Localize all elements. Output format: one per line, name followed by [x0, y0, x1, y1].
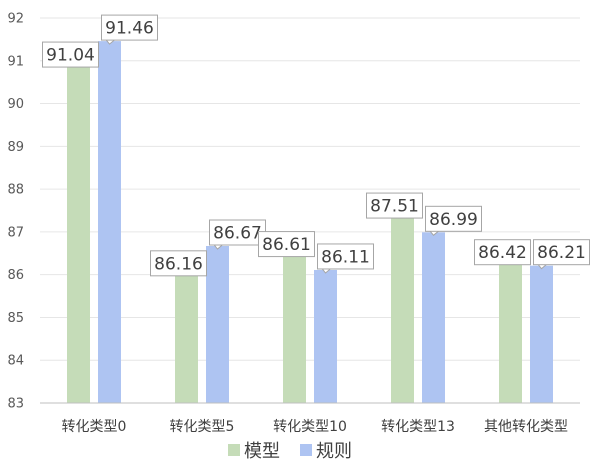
bar-model: [499, 256, 522, 403]
x-category-label: 转化类型10: [273, 419, 347, 435]
bars: [67, 41, 553, 404]
data-label: 86.21: [537, 243, 586, 263]
x-axis-categories: 转化类型0 转化类型5 转化类型10 转化类型13 其他转化类型: [62, 419, 568, 435]
y-tick-label: 90: [7, 97, 24, 112]
bar-rule: [314, 269, 337, 403]
x-category-label: 转化类型13: [381, 419, 455, 435]
y-tick-label: 89: [7, 140, 24, 155]
bar-model: [283, 248, 306, 403]
bar-rule: [206, 246, 229, 403]
data-label: 86.16: [154, 254, 203, 274]
legend-swatch-rule: [300, 444, 312, 456]
gridlines: [40, 17, 580, 361]
data-label-callout: 87.51: [366, 192, 423, 219]
y-tick-label: 83: [7, 397, 24, 412]
data-label: 86.61: [262, 235, 311, 255]
callout-box: [317, 243, 374, 270]
callout-box: [533, 239, 590, 266]
y-tick-label: 91: [7, 54, 24, 69]
callout-box: [101, 14, 158, 41]
data-label-callout: 91.04: [42, 41, 99, 68]
data-label-callout: 86.42: [474, 239, 531, 266]
y-tick-label: 87: [7, 225, 24, 240]
callout-box: [209, 219, 266, 246]
data-label: 91.04: [46, 46, 95, 66]
y-tick-label: 92: [7, 12, 24, 27]
data-label-callout: 86.99: [425, 205, 482, 237]
y-tick-label: 88: [7, 183, 24, 198]
y-tick-label: 85: [7, 311, 24, 326]
x-category-label: 转化类型0: [62, 419, 127, 435]
legend-swatch-model: [228, 444, 240, 456]
bar-model: [391, 210, 414, 403]
data-label: 86.42: [478, 243, 527, 263]
bar-rule: [98, 41, 121, 403]
y-tick-label: 86: [7, 268, 24, 283]
data-label: 86.11: [321, 247, 370, 267]
callout-box: [366, 192, 423, 219]
data-label-callout: 86.21: [533, 239, 590, 270]
data-label: 86.67: [213, 224, 262, 244]
data-label: 87.51: [370, 197, 419, 217]
data-label-callout: 86.11: [317, 243, 374, 274]
callout-box: [474, 239, 531, 266]
bar-model: [67, 59, 90, 404]
bar-rule: [422, 232, 445, 403]
y-tick-label: 84: [7, 354, 24, 369]
legend-label: 模型: [244, 441, 280, 462]
data-label-callout: 91.46: [101, 14, 158, 45]
bar-model: [175, 267, 198, 403]
legend-label: 规则: [316, 441, 352, 462]
callout-box: [258, 231, 315, 258]
x-category-label: 其他转化类型: [484, 419, 568, 435]
callout-box: [425, 205, 482, 232]
x-category-label: 转化类型5: [170, 419, 235, 435]
bar-rule: [530, 265, 553, 403]
callout-box: [150, 250, 207, 277]
legend: 模型 规则: [228, 441, 352, 462]
y-axis-ticks: 83 84 85 86 87 88 89 90 91 92: [7, 12, 24, 412]
data-label-callout: 86.16: [150, 250, 207, 277]
data-label: 86.99: [429, 210, 478, 230]
data-label-callout: 86.67: [209, 219, 266, 250]
data-label-callout: 86.61: [258, 231, 315, 258]
data-label: 91.46: [105, 19, 154, 39]
callout-box: [42, 41, 99, 68]
